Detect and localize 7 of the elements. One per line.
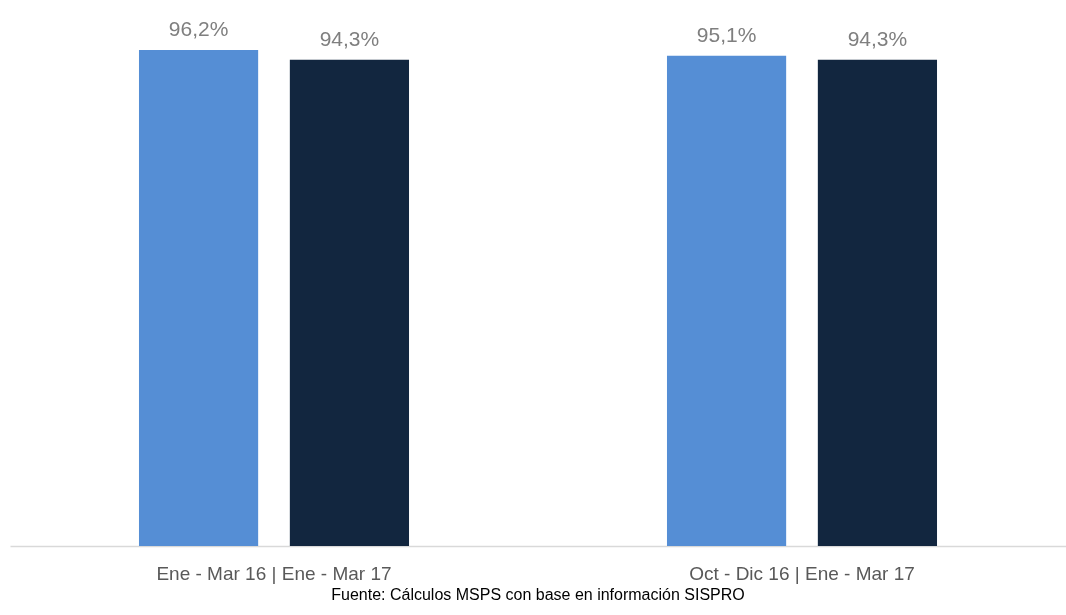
x-tick-label: Ene - Mar 16 | Ene - Mar 17 — [156, 562, 392, 584]
data-label: 94,3% — [319, 26, 380, 50]
data-label: 94,3% — [847, 26, 908, 50]
x-tick-label: Oct - Dic 16 | Ene - Mar 17 — [689, 562, 915, 584]
data-label: 95,1% — [696, 22, 757, 46]
source-note: Fuente: Cálculos MSPS con base en información SISPRO — [331, 586, 745, 603]
data-label: 96,2% — [168, 17, 229, 40]
